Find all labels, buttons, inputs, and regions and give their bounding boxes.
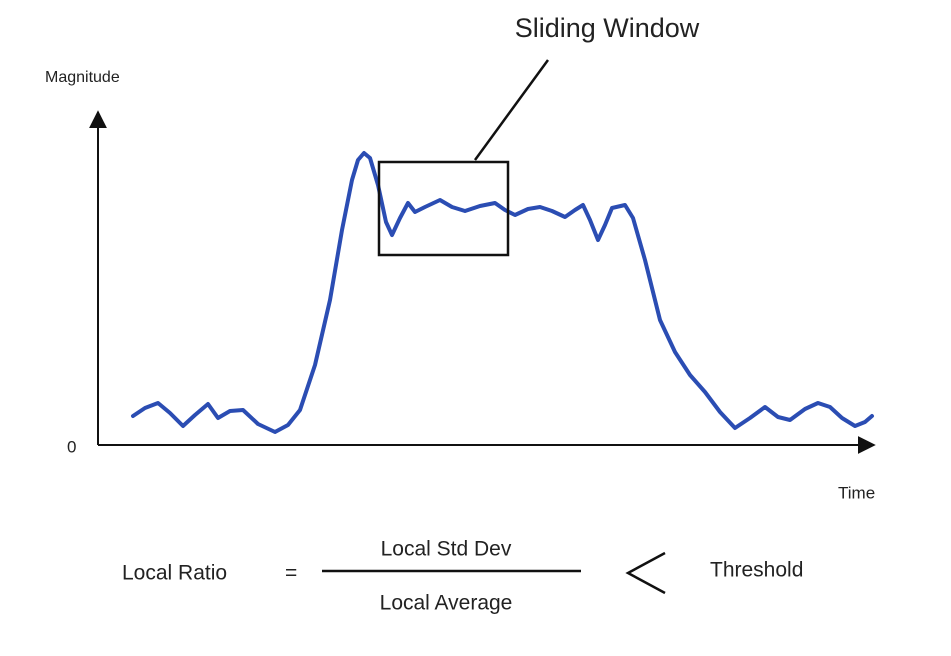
formula-denominator: Local Average	[380, 592, 513, 615]
formula-equals: =	[285, 562, 297, 585]
callout-line	[473, 59, 550, 161]
origin-label: 0	[67, 437, 76, 456]
less-than-symbol	[625, 551, 666, 595]
formula-rhs: Threshold	[710, 559, 803, 582]
x-axis-label: Time	[838, 483, 875, 502]
sliding-window-box	[377, 160, 510, 257]
y-axis-label: Magnitude	[45, 69, 120, 86]
formula-lhs: Local Ratio	[122, 562, 227, 585]
formula-numerator: Local Std Dev	[381, 538, 512, 561]
signal-curve	[131, 151, 874, 434]
callout-label: Sliding Window	[515, 13, 700, 43]
